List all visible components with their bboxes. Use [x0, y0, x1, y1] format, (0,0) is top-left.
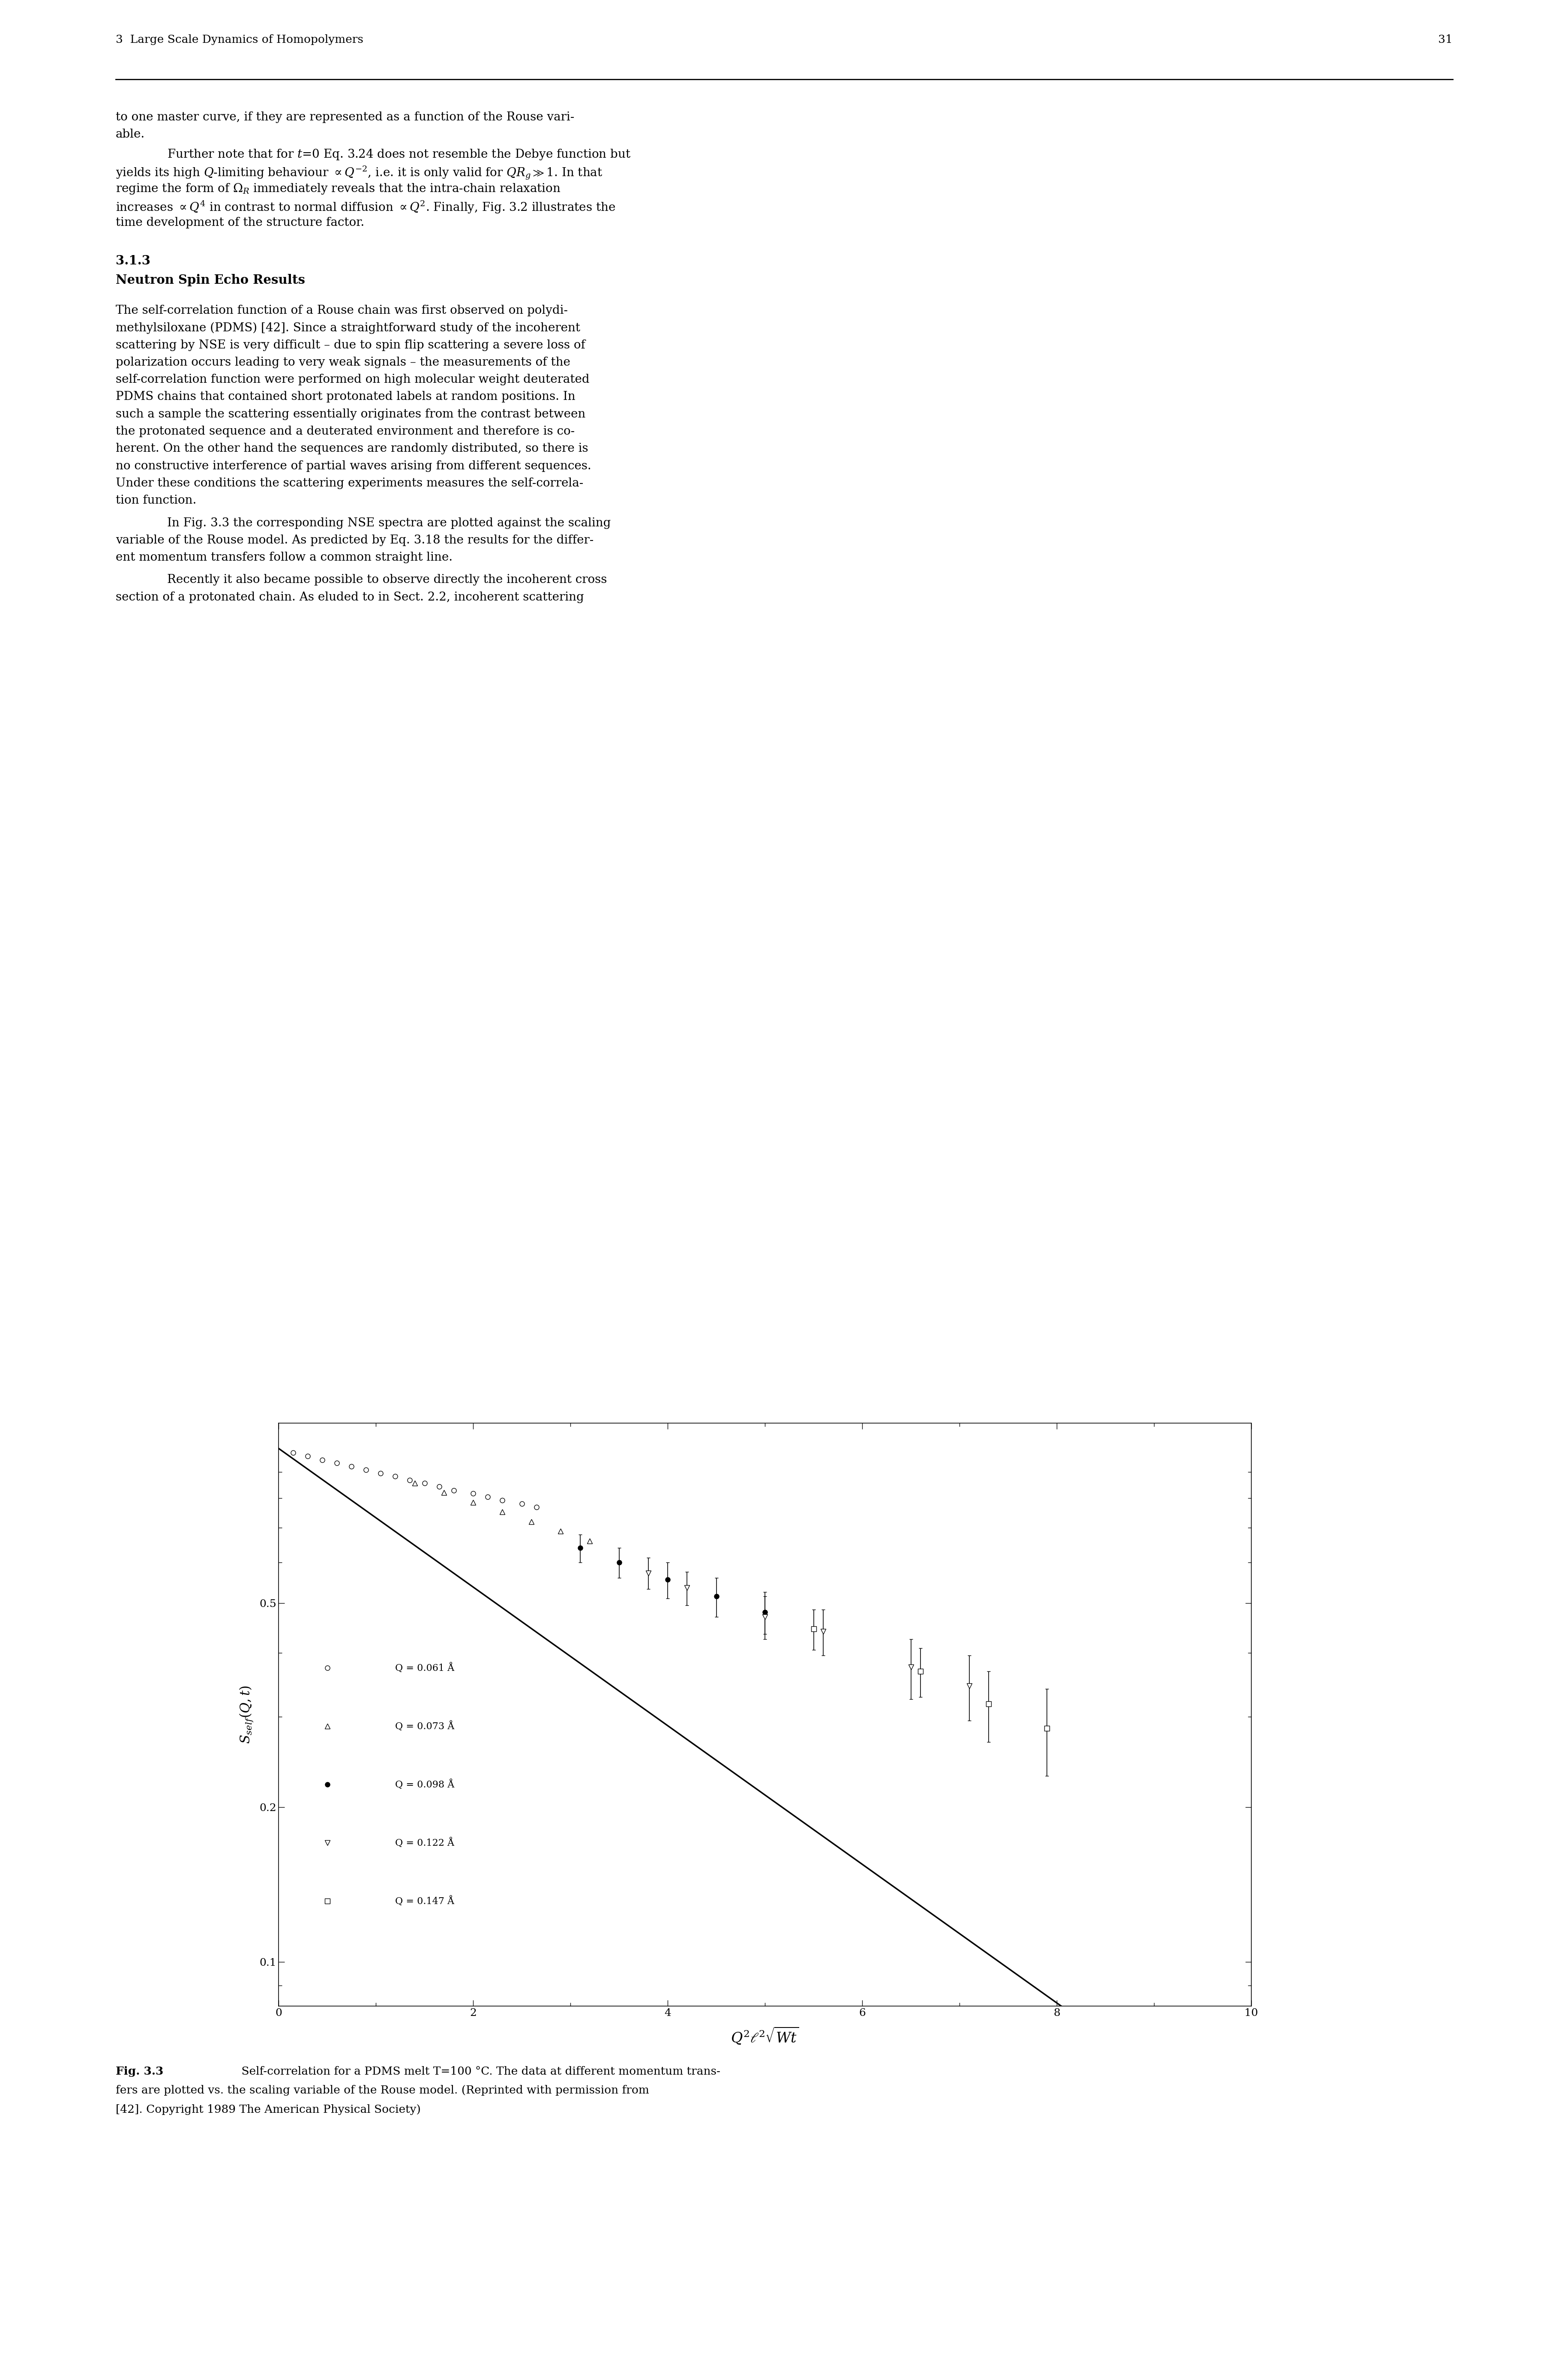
Text: 31: 31	[1438, 33, 1452, 45]
Text: scattering by NSE is very difficult – due to spin flip scattering a severe loss : scattering by NSE is very difficult – du…	[116, 340, 585, 352]
Text: Q = 0.073 Å: Q = 0.073 Å	[395, 1720, 455, 1732]
Text: Recently it also became possible to observe directly the incoherent cross: Recently it also became possible to obse…	[168, 573, 607, 585]
Text: regime the form of $\Omega_R$ immediately reveals that the intra-chain relaxatio: regime the form of $\Omega_R$ immediatel…	[116, 183, 561, 195]
Text: time development of the structure factor.: time development of the structure factor…	[116, 216, 364, 228]
Text: PDMS chains that contained short protonated labels at random positions. In: PDMS chains that contained short protona…	[116, 390, 575, 402]
Text: polarization occurs leading to very weak signals – the measurements of the: polarization occurs leading to very weak…	[116, 357, 571, 369]
Text: Q = 0.122 Å: Q = 0.122 Å	[395, 1837, 455, 1848]
Text: increases $\propto Q^4$ in contrast to normal diffusion $\propto Q^2$. Finally, : increases $\propto Q^4$ in contrast to n…	[116, 200, 616, 214]
Text: 3.1.3: 3.1.3	[116, 255, 151, 266]
Text: Self-correlation for a PDMS melt T=100 °C. The data at different momentum trans-: Self-correlation for a PDMS melt T=100 °…	[238, 2065, 720, 2077]
Text: In Fig. 3.3 the corresponding NSE spectra are plotted against the scaling: In Fig. 3.3 the corresponding NSE spectr…	[168, 516, 612, 528]
Text: tion function.: tion function.	[116, 495, 196, 507]
Text: such a sample the scattering essentially originates from the contrast between: such a sample the scattering essentially…	[116, 409, 585, 421]
Text: Further note that for $t$=0 Eq. 3.24 does not resemble the Debye function but: Further note that for $t$=0 Eq. 3.24 doe…	[168, 147, 630, 162]
Text: variable of the Rouse model. As predicted by Eq. 3.18 the results for the differ: variable of the Rouse model. As predicte…	[116, 535, 594, 547]
Text: no constructive interference of partial waves arising from different sequences.: no constructive interference of partial …	[116, 459, 591, 471]
Text: Q = 0.147 Å: Q = 0.147 Å	[395, 1896, 455, 1906]
Text: The self-correlation function of a Rouse chain was first observed on polydi-: The self-correlation function of a Rouse…	[116, 305, 568, 316]
Text: fers are plotted vs. the scaling variable of the Rouse model. (Reprinted with pe: fers are plotted vs. the scaling variabl…	[116, 2084, 649, 2096]
X-axis label: $Q^2\ell^2\sqrt{Wt}$: $Q^2\ell^2\sqrt{Wt}$	[731, 2025, 800, 2046]
Text: yields its high $Q$-limiting behaviour $\propto Q^{-2}$, i.e. it is only valid f: yields its high $Q$-limiting behaviour $…	[116, 164, 602, 181]
Text: ent momentum transfers follow a common straight line.: ent momentum transfers follow a common s…	[116, 552, 453, 564]
Text: Fig. 3.3: Fig. 3.3	[116, 2065, 163, 2077]
Y-axis label: $S_{self}(Q,t)$: $S_{self}(Q,t)$	[238, 1684, 254, 1744]
Text: section of a protonated chain. As eluded to in Sect. 2.2, incoherent scattering: section of a protonated chain. As eluded…	[116, 592, 583, 602]
Text: 3  Large Scale Dynamics of Homopolymers: 3 Large Scale Dynamics of Homopolymers	[116, 33, 364, 45]
Text: self-correlation function were performed on high molecular weight deuterated: self-correlation function were performed…	[116, 374, 590, 385]
Text: to one master curve, if they are represented as a function of the Rouse vari-: to one master curve, if they are represe…	[116, 112, 574, 124]
Text: Under these conditions the scattering experiments measures the self-correla-: Under these conditions the scattering ex…	[116, 478, 583, 490]
Text: [42]. Copyright 1989 The American Physical Society): [42]. Copyright 1989 The American Physic…	[116, 2103, 420, 2115]
Text: Q = 0.061 Å: Q = 0.061 Å	[395, 1663, 455, 1672]
Text: the protonated sequence and a deuterated environment and therefore is co-: the protonated sequence and a deuterated…	[116, 426, 575, 438]
Text: Q = 0.098 Å: Q = 0.098 Å	[395, 1779, 455, 1789]
Text: able.: able.	[116, 128, 144, 140]
Text: Neutron Spin Echo Results: Neutron Spin Echo Results	[116, 274, 306, 285]
Text: methylsiloxane (PDMS) [42]. Since a straightforward study of the incoherent: methylsiloxane (PDMS) [42]. Since a stra…	[116, 321, 580, 333]
Text: herent. On the other hand the sequences are randomly distributed, so there is: herent. On the other hand the sequences …	[116, 442, 588, 454]
